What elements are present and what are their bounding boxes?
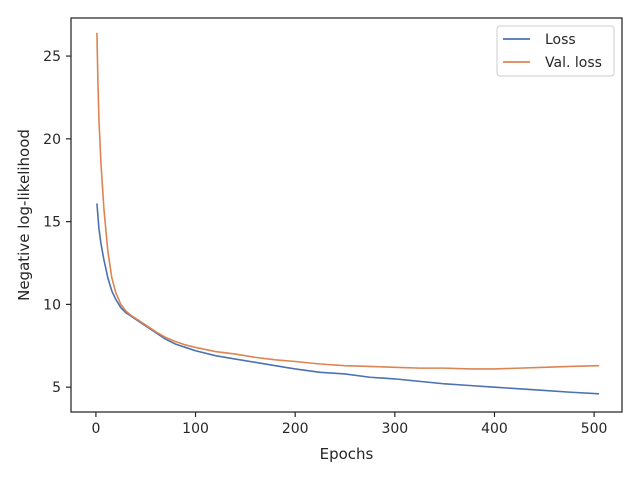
y-tick-label: 20 (43, 132, 61, 148)
series-line-2 (96, 32, 600, 370)
x-tick-label: 500 (581, 421, 608, 437)
y-axis: 5 10 15 20 25 (43, 49, 71, 396)
legend-entry: Val. loss (545, 55, 602, 71)
legend: Loss Val. loss (496, 25, 615, 77)
x-tick-label: 0 (91, 421, 100, 437)
x-tick-label: 400 (481, 421, 508, 437)
axes-frame (70, 17, 623, 413)
x-tick-label: 100 (182, 421, 209, 437)
y-tick-label: 15 (43, 215, 61, 231)
series-line-1 (96, 203, 600, 395)
x-tick-label: 300 (381, 421, 408, 437)
plot-area (96, 32, 600, 395)
x-axis: 0 100 200 300 400 500 (91, 412, 607, 437)
y-tick-label: 5 (52, 380, 61, 396)
x-axis-label: Epochs (320, 445, 374, 463)
y-tick-label: 25 (43, 49, 61, 65)
legend-entry: Loss (545, 32, 576, 48)
y-axis-label: Negative log-likelihood (15, 129, 33, 301)
x-tick-label: 200 (282, 421, 309, 437)
y-tick-label: 10 (43, 297, 61, 313)
